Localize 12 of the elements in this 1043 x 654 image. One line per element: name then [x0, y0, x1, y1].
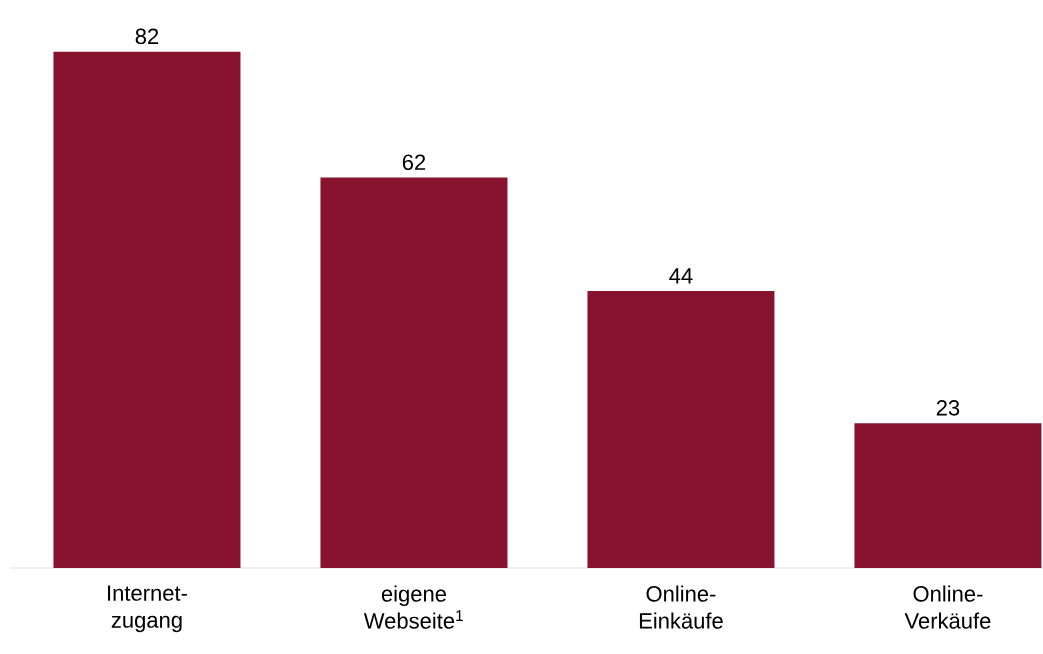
bar	[53, 51, 241, 568]
x-tick-label: eigene Webseite$^{1}$	[363, 585, 463, 629]
x-tick-label: Internet-zugang	[108, 585, 187, 633]
data-label: 44	[669, 268, 693, 284]
data-label: 82	[135, 28, 159, 45]
bar	[854, 423, 1042, 568]
bar	[587, 290, 775, 568]
data-label: 62	[402, 154, 426, 171]
bar	[320, 177, 508, 568]
x-tick-label: Online-Einkäufe	[639, 585, 723, 629]
data-label: 23	[936, 400, 960, 416]
x-tick-label: Online-Verkäufe	[904, 585, 991, 629]
